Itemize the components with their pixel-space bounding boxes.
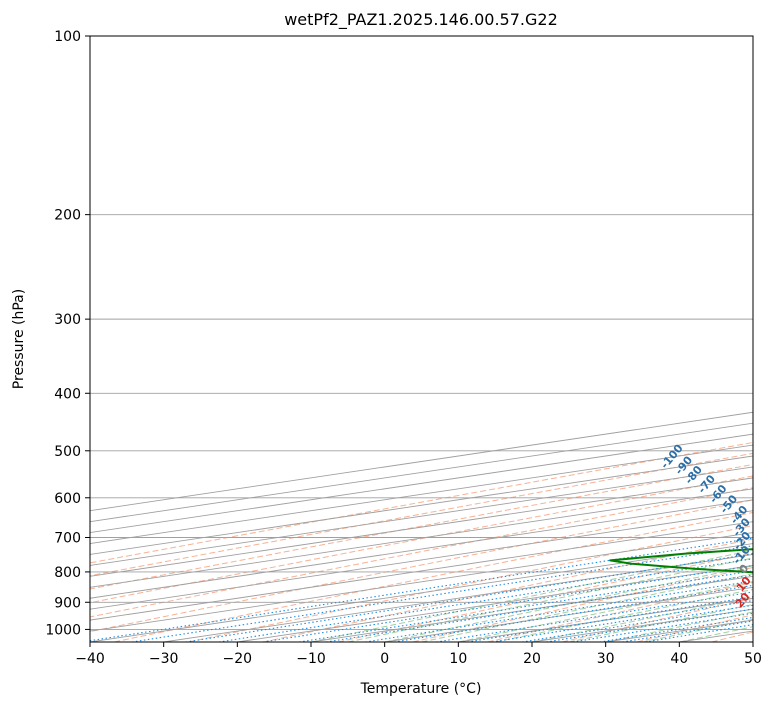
y-tick-label: 900 (54, 595, 81, 611)
y-axis-ticks: 100 200 300 400 500 600 700 800 900 1000 (45, 29, 90, 638)
moist-adiabat-line (531, 596, 753, 642)
isotherm-line (90, 521, 753, 621)
mixing-ratio-line (90, 537, 753, 642)
x-tick-label: 0 (380, 651, 389, 667)
mixing-ratio-line (299, 570, 753, 642)
isotherm-line (90, 499, 753, 599)
x-axis-title: Temperature (°C) (360, 681, 482, 697)
isotherm-line (90, 444, 753, 544)
moist-adiabat-line (384, 565, 753, 642)
y-tick-label: 600 (54, 491, 81, 507)
dry-adiabat-line (487, 582, 753, 642)
mixing-ratio-line (185, 553, 753, 642)
y-tick-label: 800 (54, 565, 81, 581)
plot-area (90, 36, 753, 642)
x-tick-label: −30 (149, 651, 179, 667)
y-tick-label: 100 (54, 29, 81, 45)
plot-frame (89, 35, 754, 643)
y-tick-label: 1000 (45, 622, 81, 638)
isotherm-line (90, 455, 753, 555)
x-tick-label: −40 (75, 651, 105, 667)
y-tick-label: 500 (54, 444, 81, 460)
dry-adiabat-line (113, 511, 753, 642)
x-tick-label: −10 (296, 651, 326, 667)
dry-adiabat-line (263, 538, 753, 642)
x-tick-label: 40 (670, 651, 688, 667)
x-tick-label: 50 (744, 651, 762, 667)
y-axis-title: Pressure (hPa) (11, 289, 27, 389)
y-tick-label: 400 (54, 386, 81, 402)
x-tick-label: 30 (597, 651, 615, 667)
y-tick-label: 700 (54, 531, 81, 547)
isotherm-line (90, 466, 753, 566)
x-tick-label: 20 (523, 651, 541, 667)
isotherm-line (90, 488, 753, 588)
mixing-ratio-line (572, 612, 753, 642)
mixing-ratio-line (218, 558, 753, 642)
pressure-gridlines (90, 36, 753, 630)
dry-adiabat-line (90, 499, 753, 633)
moist-adiabat-line (421, 573, 753, 642)
mixing-ratio-lines (90, 537, 753, 642)
dry-adiabat-line (90, 463, 753, 590)
chart-title: wetPf2_PAZ1.2025.146.00.57.G22 (284, 10, 558, 30)
mixing-ratio-line (546, 608, 753, 642)
x-tick-label: −20 (223, 651, 253, 667)
y-tick-label: 300 (54, 312, 81, 328)
x-axis-ticks: −40 −30 −20 −10 0 10 20 30 40 50 (75, 642, 762, 667)
x-tick-label: 10 (449, 651, 467, 667)
isotherm-line (90, 477, 753, 577)
isotherm-line (90, 532, 753, 632)
moist-adiabat-line (347, 557, 753, 642)
isotherms (90, 411, 753, 642)
mixing-ratio-line (599, 616, 753, 642)
isotherm-line (90, 510, 753, 610)
y-tick-label: 200 (54, 208, 81, 224)
mixing-ratio-line (262, 564, 753, 642)
